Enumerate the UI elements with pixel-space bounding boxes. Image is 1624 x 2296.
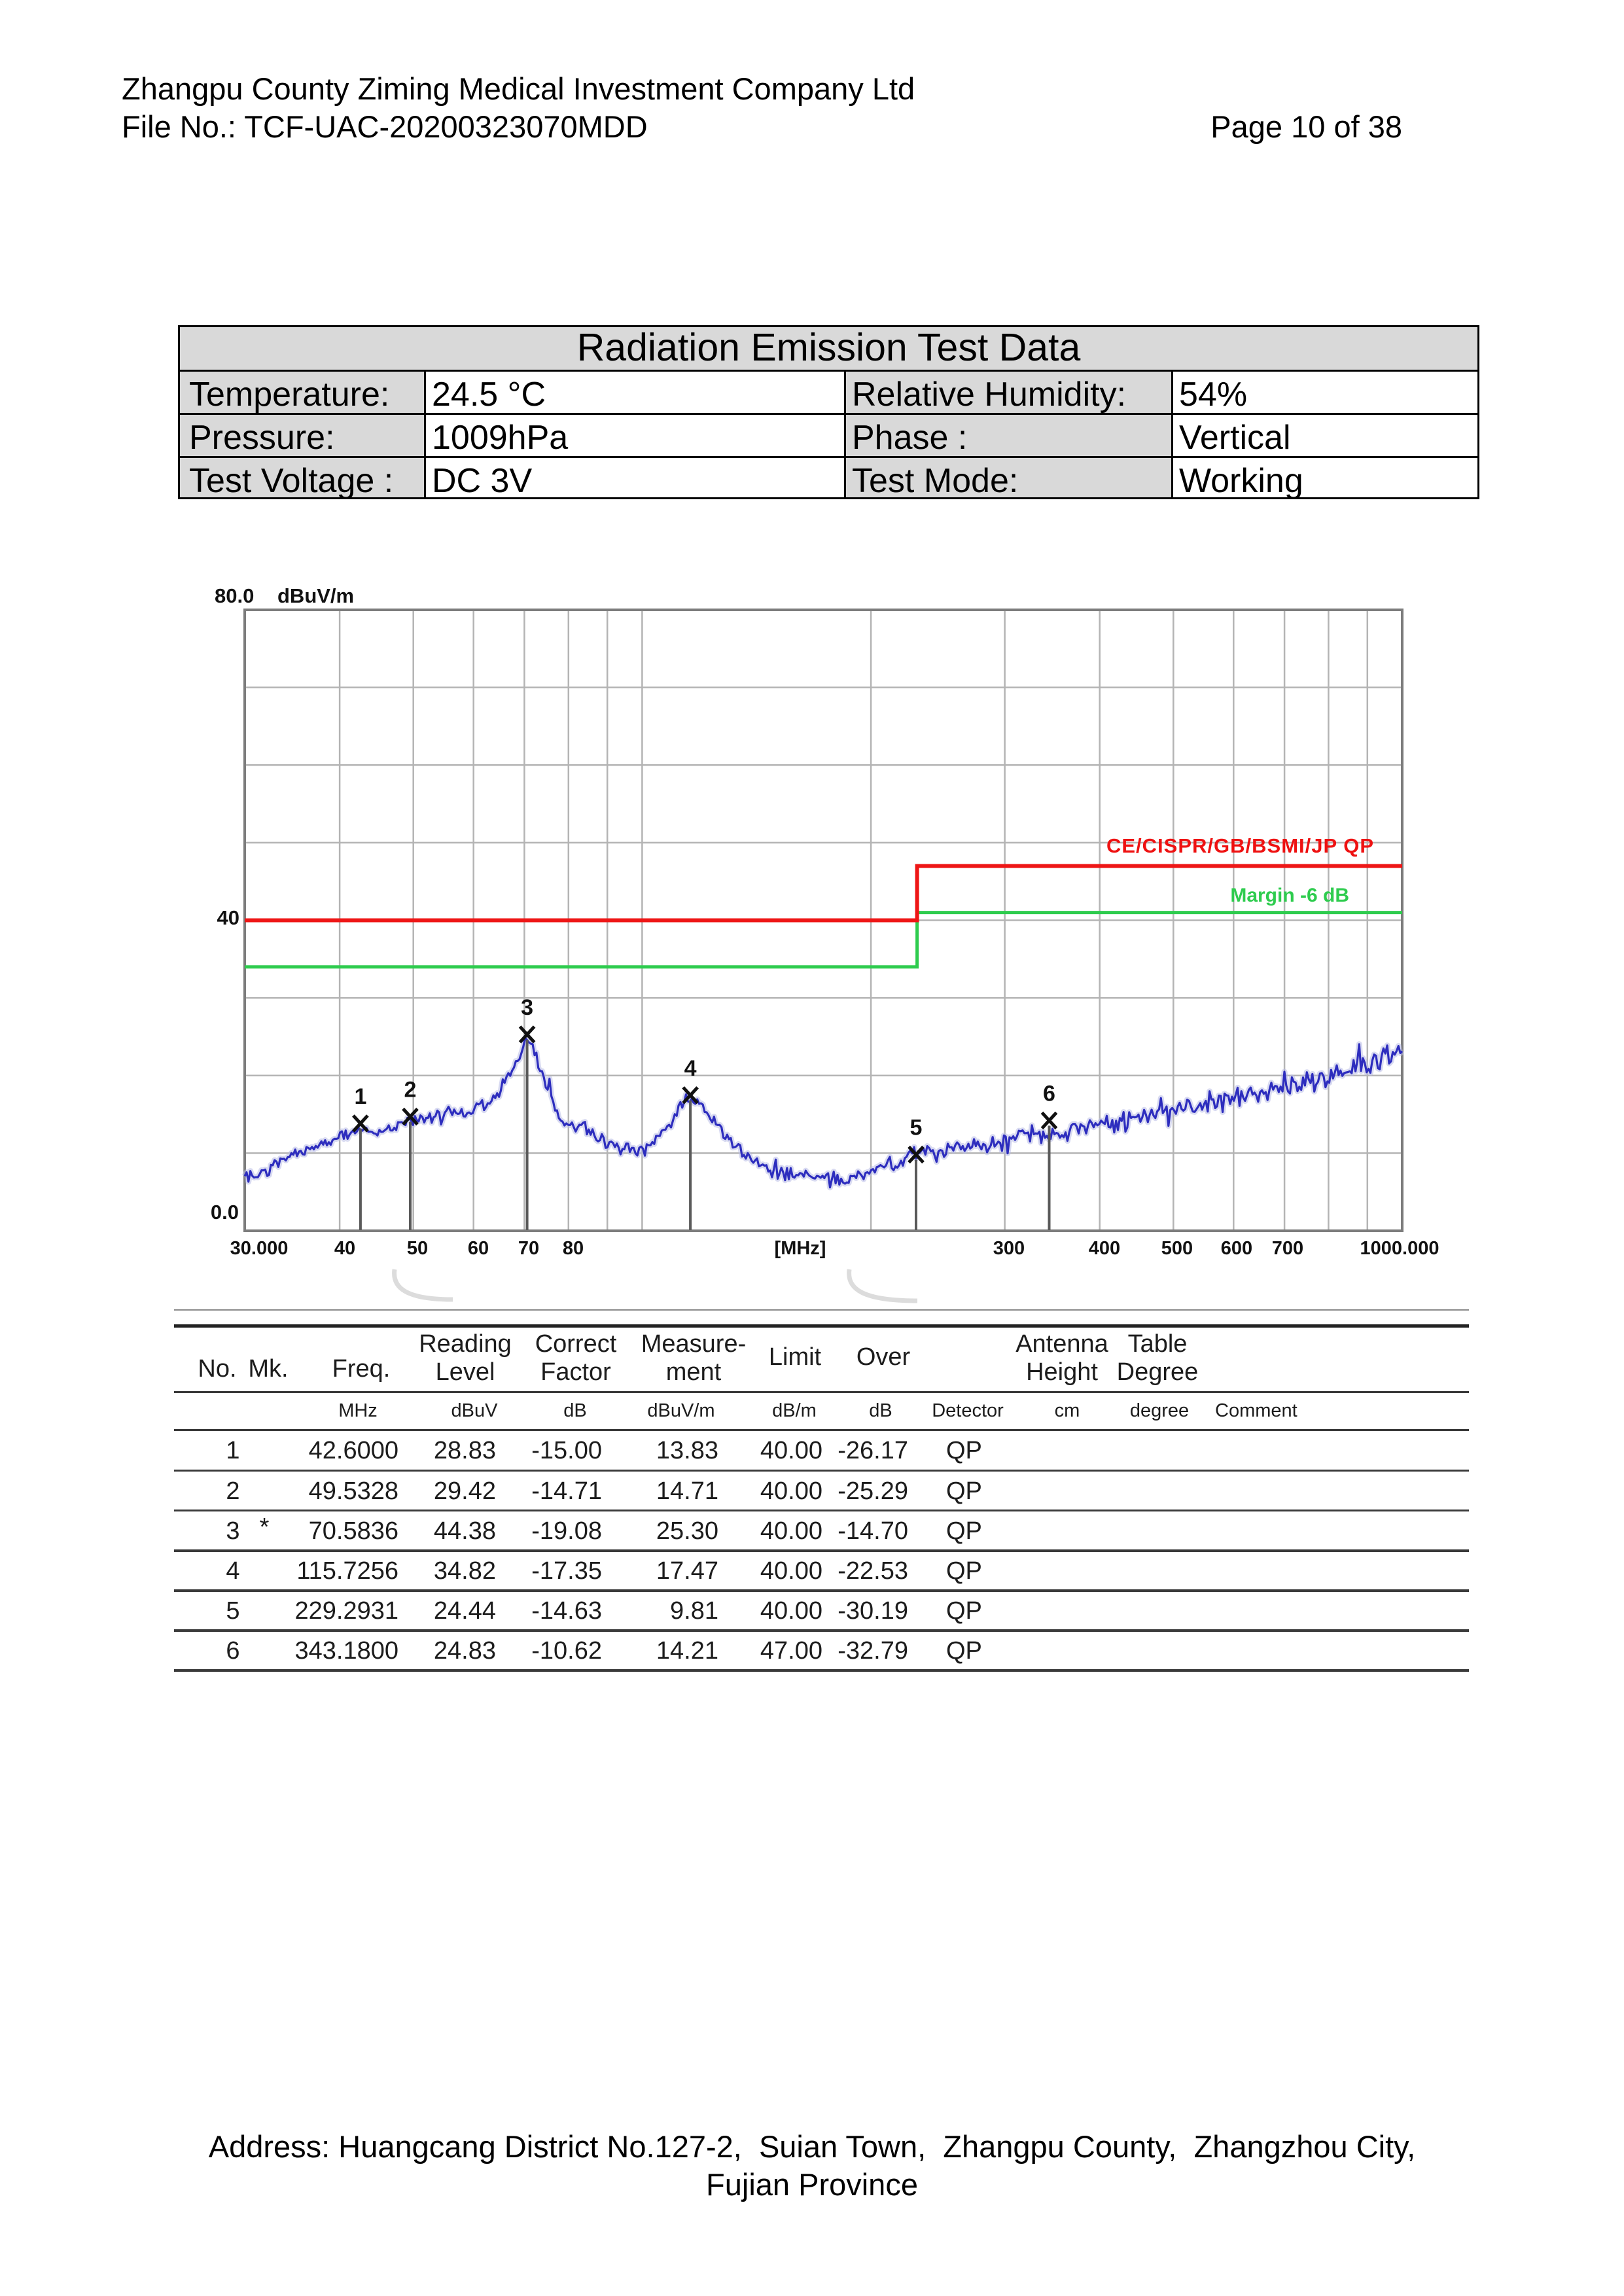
svg-text:50: 50 — [407, 1238, 428, 1259]
svg-text:1000.000: 1000.000 — [1360, 1238, 1439, 1259]
svg-text:70: 70 — [518, 1238, 539, 1259]
svg-text:dBuV/m: dBuV/m — [277, 584, 354, 607]
svg-text:4: 4 — [684, 1056, 697, 1081]
svg-text:300: 300 — [993, 1238, 1025, 1259]
svg-text:5: 5 — [910, 1116, 923, 1140]
svg-text:6: 6 — [1043, 1081, 1055, 1106]
svg-text:40: 40 — [217, 906, 239, 929]
svg-text:80.0: 80.0 — [215, 584, 254, 607]
svg-text:400: 400 — [1089, 1238, 1120, 1259]
svg-text:CE/CISPR/GB/BSMI/JP QP: CE/CISPR/GB/BSMI/JP QP — [1106, 834, 1374, 857]
svg-text:1: 1 — [354, 1084, 366, 1109]
svg-text:Margin -6 dB: Margin -6 dB — [1230, 885, 1349, 906]
svg-text:500: 500 — [1161, 1238, 1193, 1259]
svg-text:0.0: 0.0 — [211, 1201, 239, 1224]
svg-text:60: 60 — [468, 1238, 489, 1259]
svg-text:40: 40 — [334, 1238, 355, 1259]
svg-text:2: 2 — [404, 1078, 417, 1103]
svg-text:700: 700 — [1272, 1238, 1303, 1259]
svg-text:80: 80 — [563, 1238, 584, 1259]
svg-text:[MHz]: [MHz] — [775, 1238, 826, 1259]
svg-text:30.000: 30.000 — [230, 1238, 289, 1259]
svg-text:600: 600 — [1221, 1238, 1252, 1259]
svg-text:3: 3 — [521, 995, 533, 1020]
